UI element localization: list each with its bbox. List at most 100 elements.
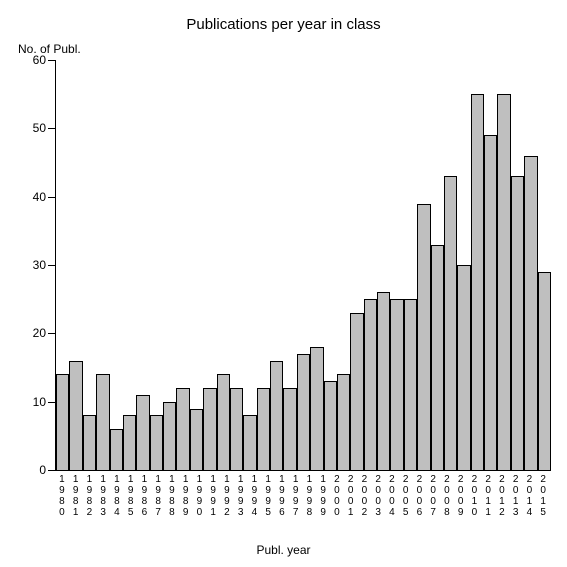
bar bbox=[96, 374, 109, 470]
x-tick-label: 1995 bbox=[265, 470, 271, 518]
y-tick bbox=[48, 265, 56, 266]
x-axis-label: Publ. year bbox=[0, 543, 567, 557]
y-tick bbox=[48, 333, 56, 334]
x-tick-label: 2006 bbox=[417, 470, 423, 518]
bar bbox=[497, 94, 510, 470]
bar bbox=[337, 374, 350, 470]
x-tick-label: 2000 bbox=[334, 470, 340, 518]
bar bbox=[243, 415, 256, 470]
bar bbox=[457, 265, 470, 470]
x-tick-label: 1988 bbox=[169, 470, 175, 518]
bar bbox=[136, 395, 149, 470]
x-tick: 1997 bbox=[289, 470, 303, 518]
y-tick bbox=[48, 197, 56, 198]
y-tick-label: 20 bbox=[33, 326, 46, 340]
x-tick-label: 1999 bbox=[320, 470, 326, 518]
x-tick-label: 2001 bbox=[348, 470, 354, 518]
x-tick: 1991 bbox=[206, 470, 220, 518]
x-tick-label: 1993 bbox=[238, 470, 244, 518]
x-tick-label: 2007 bbox=[430, 470, 436, 518]
bar bbox=[217, 374, 230, 470]
x-tick: 2005 bbox=[399, 470, 413, 518]
y-tick-label: 0 bbox=[39, 463, 46, 477]
x-tick-label: 2013 bbox=[513, 470, 519, 518]
bars-group bbox=[56, 60, 551, 470]
bar bbox=[83, 415, 96, 470]
x-tick-label: 2003 bbox=[375, 470, 381, 518]
x-tick-label: 1991 bbox=[210, 470, 216, 518]
x-tick: 1980 bbox=[55, 470, 69, 518]
bar bbox=[364, 299, 377, 470]
x-tick: 2001 bbox=[344, 470, 358, 518]
x-tick: 2014 bbox=[523, 470, 537, 518]
x-tick: 2007 bbox=[426, 470, 440, 518]
x-tick-label: 1980 bbox=[59, 470, 65, 518]
bar bbox=[390, 299, 403, 470]
x-tick: 1985 bbox=[124, 470, 138, 518]
x-tick-label: 2009 bbox=[458, 470, 464, 518]
x-tick-label: 2004 bbox=[389, 470, 395, 518]
x-tick: 2000 bbox=[330, 470, 344, 518]
bar bbox=[417, 204, 430, 471]
x-tick-label: 1990 bbox=[197, 470, 203, 518]
bar bbox=[471, 94, 484, 470]
bar bbox=[444, 176, 457, 470]
bar bbox=[511, 176, 524, 470]
y-tick-label: 50 bbox=[33, 121, 46, 135]
x-tick: 2003 bbox=[371, 470, 385, 518]
y-tick bbox=[48, 60, 56, 61]
bar bbox=[538, 272, 551, 470]
x-tick-label: 2010 bbox=[472, 470, 478, 518]
x-tick-label: 1983 bbox=[100, 470, 106, 518]
x-tick: 2009 bbox=[454, 470, 468, 518]
x-tick-label: 2002 bbox=[362, 470, 368, 518]
y-tick-label: 60 bbox=[33, 53, 46, 67]
bar bbox=[257, 388, 270, 470]
chart-title: Publications per year in class bbox=[0, 16, 567, 33]
x-tick: 1990 bbox=[193, 470, 207, 518]
x-tick: 1981 bbox=[69, 470, 83, 518]
x-tick-label: 1998 bbox=[307, 470, 313, 518]
x-tick: 1996 bbox=[275, 470, 289, 518]
x-tick: 1998 bbox=[303, 470, 317, 518]
x-tick: 1983 bbox=[96, 470, 110, 518]
bar bbox=[431, 245, 444, 471]
x-tick: 1986 bbox=[138, 470, 152, 518]
x-tick-label: 1997 bbox=[293, 470, 299, 518]
x-tick: 2011 bbox=[481, 470, 495, 518]
bar bbox=[163, 402, 176, 470]
x-tick-label: 1982 bbox=[87, 470, 93, 518]
x-tick: 2012 bbox=[495, 470, 509, 518]
x-tick-label: 1994 bbox=[252, 470, 258, 518]
y-tick-label: 30 bbox=[33, 258, 46, 272]
bar bbox=[176, 388, 189, 470]
x-tick: 1994 bbox=[248, 470, 262, 518]
bar bbox=[270, 361, 283, 470]
x-tick-label: 1981 bbox=[73, 470, 79, 518]
x-tick-label: 2014 bbox=[527, 470, 533, 518]
bar bbox=[56, 374, 69, 470]
y-tick bbox=[48, 402, 56, 403]
bar bbox=[230, 388, 243, 470]
y-tick-label: 10 bbox=[33, 395, 46, 409]
x-tick: 1992 bbox=[220, 470, 234, 518]
y-axis-label: No. of Publ. bbox=[18, 42, 81, 56]
x-tick-label: 2011 bbox=[485, 470, 491, 518]
x-tick: 1987 bbox=[151, 470, 165, 518]
x-tick-label: 2015 bbox=[540, 470, 546, 518]
x-tick: 1999 bbox=[316, 470, 330, 518]
x-tick-label: 1986 bbox=[142, 470, 148, 518]
bar bbox=[110, 429, 123, 470]
x-tick-label: 1984 bbox=[114, 470, 120, 518]
x-tick-label: 2005 bbox=[403, 470, 409, 518]
bar bbox=[524, 156, 537, 470]
bar bbox=[69, 361, 82, 470]
x-tick-label: 2008 bbox=[444, 470, 450, 518]
bar bbox=[123, 415, 136, 470]
bar bbox=[297, 354, 310, 470]
x-tick-label: 1987 bbox=[155, 470, 161, 518]
x-tick: 2002 bbox=[358, 470, 372, 518]
bar bbox=[283, 388, 296, 470]
bar bbox=[310, 347, 323, 470]
x-tick-label: 2012 bbox=[499, 470, 505, 518]
